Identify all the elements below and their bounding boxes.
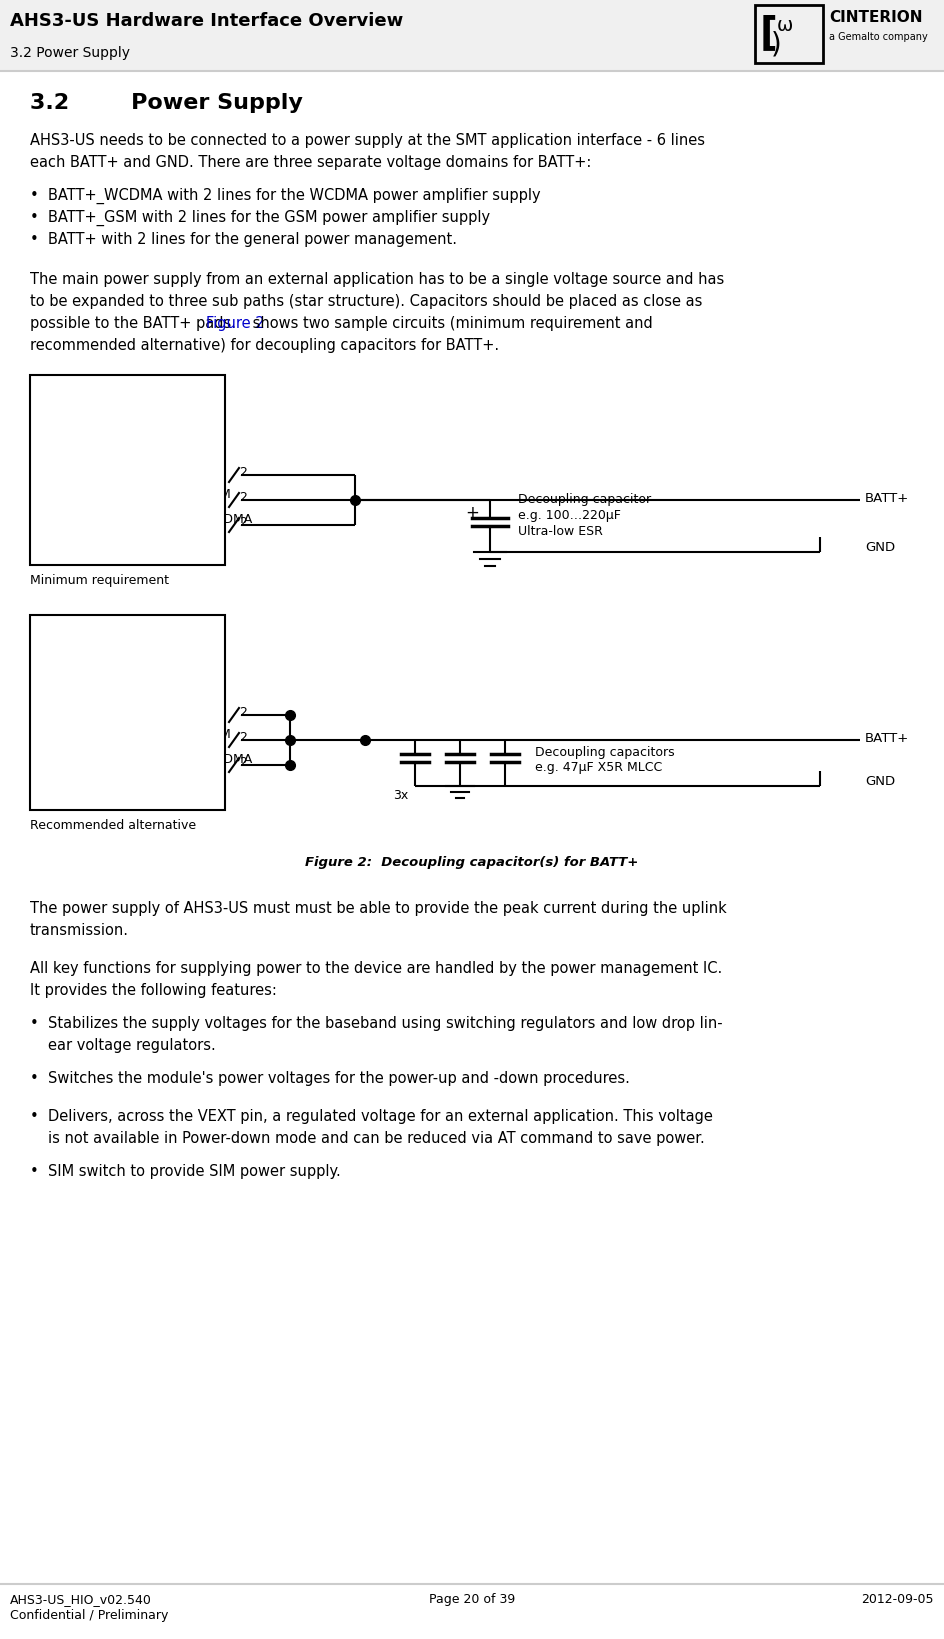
Text: BATT+ with 2 lines for the general power management.: BATT+ with 2 lines for the general power…: [48, 231, 457, 247]
Text: each BATT+ and GND. There are three separate voltage domains for BATT+:: each BATT+ and GND. There are three sepa…: [30, 156, 591, 170]
Text: 2: 2: [239, 465, 247, 479]
Text: e.g. 47μF X5R MLCC: e.g. 47μF X5R MLCC: [535, 760, 663, 774]
Text: recommended alternative) for decoupling capacitors for BATT+.: recommended alternative) for decoupling …: [30, 338, 499, 352]
Text: BATT+_GSM with 2 lines for the GSM power amplifier supply: BATT+_GSM with 2 lines for the GSM power…: [48, 210, 490, 226]
Text: GND: GND: [865, 541, 895, 554]
Text: Figure 2:  Decoupling capacitor(s) for BATT+: Figure 2: Decoupling capacitor(s) for BA…: [305, 856, 639, 869]
Text: a Gemalto company: a Gemalto company: [829, 33, 928, 43]
Text: 2012-09-05: 2012-09-05: [862, 1591, 934, 1605]
Text: Stabilizes the supply voltages for the baseband using switching regulators and l: Stabilizes the supply voltages for the b…: [48, 1016, 722, 1031]
Text: •: •: [30, 1070, 39, 1085]
Text: AHS3-US Hardware Interface Overview: AHS3-US Hardware Interface Overview: [10, 11, 403, 30]
Text: CINTERION: CINTERION: [829, 10, 922, 25]
Text: SMT interface: SMT interface: [84, 413, 171, 426]
Bar: [30, 375, 225, 565]
Text: •: •: [30, 188, 39, 203]
Text: The power supply of AHS3-US must must be able to provide the peak current during: The power supply of AHS3-US must must be…: [30, 900, 727, 916]
Text: 2: 2: [239, 490, 247, 503]
Text: Decoupling capacitor: Decoupling capacitor: [518, 493, 651, 506]
Text: SMT interface: SMT interface: [84, 654, 171, 667]
Text: •: •: [30, 231, 39, 247]
Text: 3.2        Power Supply: 3.2 Power Supply: [30, 93, 303, 113]
Text: Ultra-low ESR: Ultra-low ESR: [518, 524, 603, 538]
Text: •: •: [30, 210, 39, 225]
Text: [: [: [760, 15, 778, 52]
Text: is not available in Power-down mode and can be reduced via AT command to save po: is not available in Power-down mode and …: [48, 1131, 705, 1146]
Text: ): ): [771, 30, 782, 57]
Text: •: •: [30, 1016, 39, 1031]
Text: BATT+_WCDMA: BATT+_WCDMA: [155, 511, 253, 524]
Text: BATT+_WCDMA with 2 lines for the WCDMA power amplifier supply: BATT+_WCDMA with 2 lines for the WCDMA p…: [48, 188, 541, 205]
Text: Figure 2: Figure 2: [206, 316, 264, 331]
Text: GND: GND: [865, 775, 895, 787]
Text: The main power supply from an external application has to be a single voltage so: The main power supply from an external a…: [30, 272, 724, 287]
Text: 3.2 Power Supply: 3.2 Power Supply: [10, 46, 130, 61]
Text: transmission.: transmission.: [30, 923, 129, 938]
Text: Decoupling capacitors: Decoupling capacitors: [535, 746, 675, 759]
Bar: [755, 7, 823, 64]
Text: possible to the BATT+ pads.: possible to the BATT+ pads.: [30, 316, 241, 331]
Text: shows two sample circuits (minimum requirement and: shows two sample circuits (minimum requi…: [248, 316, 652, 331]
Text: ω: ω: [777, 16, 793, 34]
Text: ear voltage regulators.: ear voltage regulators.: [48, 1037, 216, 1052]
Text: Switches the module's power voltages for the power-up and -down procedures.: Switches the module's power voltages for…: [48, 1070, 630, 1085]
Text: e.g. 100…220μF: e.g. 100…220μF: [518, 508, 621, 521]
Text: 2: 2: [239, 705, 247, 718]
Text: 3x: 3x: [393, 788, 408, 801]
Text: 2: 2: [239, 731, 247, 744]
Text: Minimum requirement: Minimum requirement: [30, 574, 169, 587]
Text: 2: 2: [239, 756, 247, 769]
Text: BATT+_GSM: BATT+_GSM: [155, 726, 231, 739]
Bar: [0, 0, 944, 72]
Text: Confidential / Preliminary: Confidential / Preliminary: [10, 1608, 168, 1621]
Text: Module: Module: [93, 384, 163, 403]
Text: BATT+: BATT+: [155, 462, 197, 475]
Text: AHS3-US needs to be connected to a power supply at the SMT application interface: AHS3-US needs to be connected to a power…: [30, 133, 705, 148]
Bar: [30, 616, 225, 811]
Text: 2: 2: [239, 516, 247, 529]
Text: to be expanded to three sub paths (star structure). Capacitors should be placed : to be expanded to three sub paths (star …: [30, 293, 702, 308]
Text: BATT+: BATT+: [865, 492, 909, 505]
Text: +: +: [465, 503, 479, 521]
Text: BATT+_WCDMA: BATT+_WCDMA: [155, 752, 253, 764]
Text: •: •: [30, 1108, 39, 1123]
Text: BATT+: BATT+: [865, 731, 909, 744]
Text: Delivers, across the VEXT pin, a regulated voltage for an external application. : Delivers, across the VEXT pin, a regulat…: [48, 1108, 713, 1123]
Text: Page 20 of 39: Page 20 of 39: [429, 1591, 515, 1605]
Text: SIM switch to provide SIM power supply.: SIM switch to provide SIM power supply.: [48, 1164, 341, 1178]
Text: AHS3-US_HIO_v02.540: AHS3-US_HIO_v02.540: [10, 1591, 152, 1605]
Text: BATT+: BATT+: [155, 701, 197, 715]
Text: •: •: [30, 1164, 39, 1178]
Text: It provides the following features:: It provides the following features:: [30, 982, 277, 998]
Text: Module: Module: [93, 623, 163, 642]
Text: Recommended alternative: Recommended alternative: [30, 818, 196, 831]
Text: All key functions for supplying power to the device are handled by the power man: All key functions for supplying power to…: [30, 960, 722, 975]
Text: BATT+_GSM: BATT+_GSM: [155, 487, 231, 500]
